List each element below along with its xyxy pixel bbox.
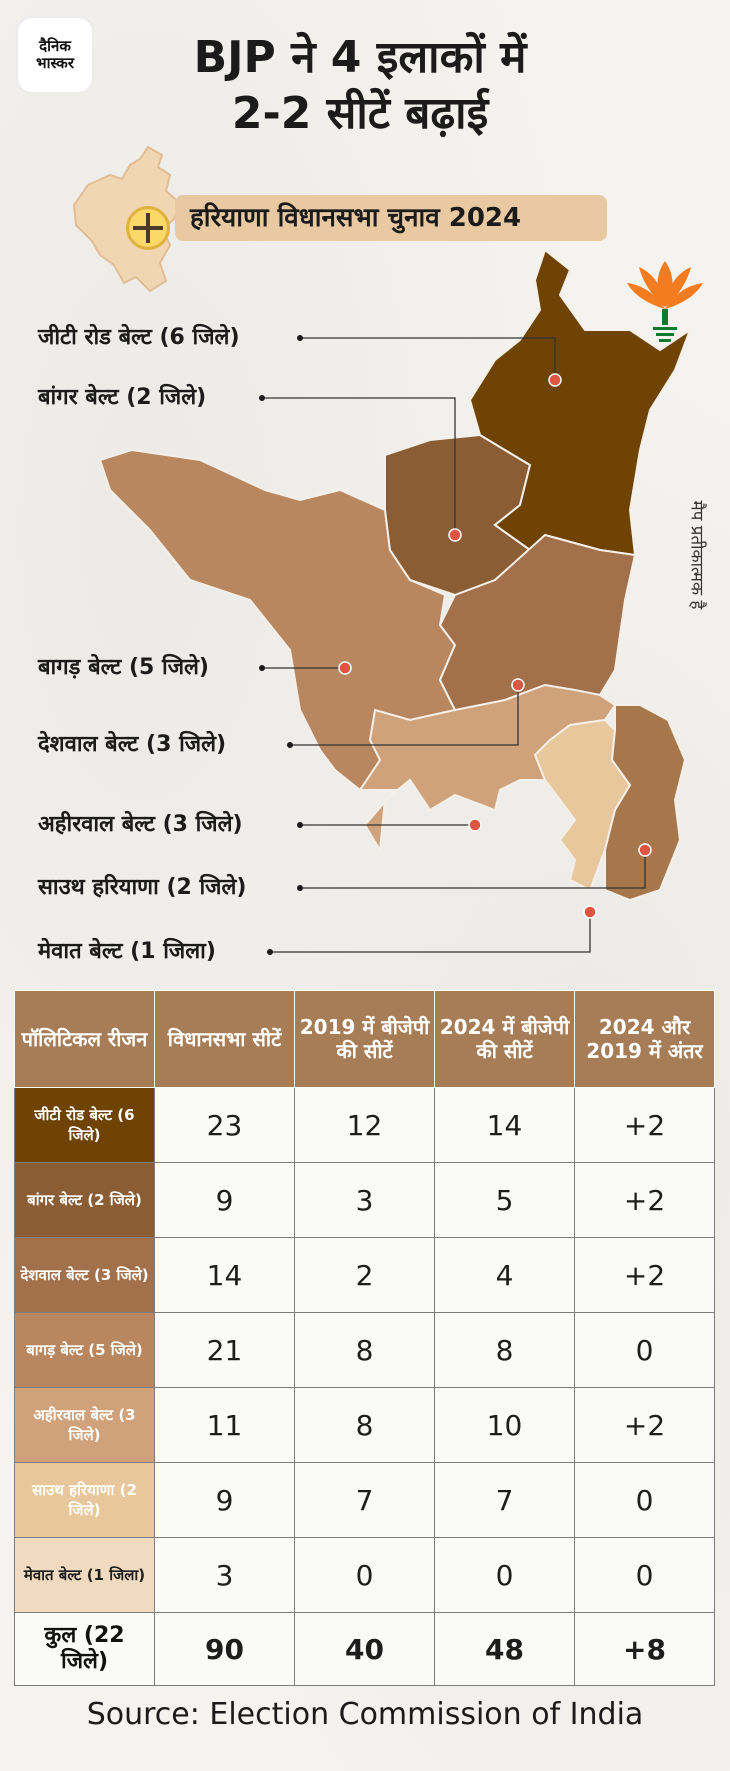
cell-bjp-2019: 7 [294, 1462, 435, 1538]
marker-bangar [448, 528, 462, 542]
cell-difference: +2 [574, 1387, 715, 1463]
page-title: BJP ने 4 इलाकों में 2-2 सीटें बढ़ाई [100, 30, 620, 142]
ballot-icon [126, 206, 170, 250]
label-bagad-belt: बागड़ बेल्ट (5 जिले) [38, 655, 209, 680]
cell-bjp-2019: 8 [294, 1312, 435, 1388]
banner-text: हरियाणा विधानसभा चुनाव 2024 [190, 203, 522, 233]
marker-gt-road [548, 373, 562, 387]
table-header-row: पॉलिटिकल रीजन विधानसभा सीटें 2019 में बी… [14, 990, 715, 1088]
cell-bjp-2019: 2 [294, 1237, 435, 1313]
cell-bjp-2024: 8 [434, 1312, 575, 1388]
marker-mewat [583, 905, 597, 919]
label-south-haryana: साउथ हरियाणा (2 जिले) [38, 875, 247, 900]
cell-region: बागड़ बेल्ट (5 जिले) [14, 1312, 155, 1388]
col-header-bjp-2024: 2024 में बीजेपी की सीटें [434, 990, 575, 1088]
label-deshwal-belt: देशवाल बेल्ट (3 जिले) [38, 732, 227, 757]
seats-table: पॉलिटिकल रीजन विधानसभा सीटें 2019 में बी… [14, 990, 715, 1686]
table-row: जीटी रोड बेल्ट (6 जिले) 23 12 14 +2 [14, 1087, 715, 1163]
cell-difference: +2 [574, 1237, 715, 1313]
cell-total-difference: +8 [574, 1612, 715, 1686]
table-total-row: कुल (22 जिले) 90 40 48 +8 [14, 1612, 715, 1686]
col-header-difference: 2024 और 2019 में अंतर [574, 990, 715, 1088]
table-body: जीटी रोड बेल्ट (6 जिले) 23 12 14 +2 बांगर बेल… [14, 1087, 715, 1686]
cell-region: साउथ हरियाणा (2 जिले) [14, 1462, 155, 1538]
cell-seats: 9 [154, 1462, 295, 1538]
haryana-region-map [98, 250, 693, 955]
dainik-bhaskar-logo: दैनिक भास्कर [18, 18, 92, 92]
col-header-region: पॉलिटिकल रीजन [14, 990, 155, 1088]
cell-bjp-2019: 8 [294, 1387, 435, 1463]
cell-bjp-2024: 4 [434, 1237, 575, 1313]
cell-difference: +2 [574, 1087, 715, 1163]
cell-bjp-2024: 10 [434, 1387, 575, 1463]
cell-seats: 9 [154, 1162, 295, 1238]
cell-seats: 23 [154, 1087, 295, 1163]
table-row: अहीरवाल बेल्ट (3 जिले) 11 8 10 +2 [14, 1387, 715, 1463]
table-row: मेवात बेल्ट (1 जिला) 3 0 0 0 [14, 1537, 715, 1613]
cell-region: अहीरवाल बेल्ट (3 जिले) [14, 1387, 155, 1463]
marker-deshwal [511, 678, 525, 692]
label-gt-road-belt: जीटी रोड बेल्ट (6 जिले) [38, 325, 240, 350]
table-row: बांगर बेल्ट (2 जिले) 9 3 5 +2 [14, 1162, 715, 1238]
table-row: देशवाल बेल्ट (3 जिले) 14 2 4 +2 [14, 1237, 715, 1313]
marker-south-haryana [638, 843, 652, 857]
col-header-bjp-2019: 2019 में बीजेपी की सीटें [294, 990, 435, 1088]
cell-seats: 11 [154, 1387, 295, 1463]
cell-total-bjp-2024: 48 [434, 1612, 575, 1686]
region-south-haryana [533, 718, 632, 892]
cell-total-bjp-2019: 40 [294, 1612, 435, 1686]
title-line-2: 2-2 सीटें बढ़ाई [231, 88, 489, 139]
logo-line-2: भास्कर [36, 54, 74, 72]
cell-region: देशवाल बेल्ट (3 जिले) [14, 1237, 155, 1313]
cell-difference: 0 [574, 1462, 715, 1538]
cell-difference: +2 [574, 1162, 715, 1238]
logo-line-1: दैनिक [39, 37, 71, 55]
cell-region: मेवात बेल्ट (1 जिला) [14, 1537, 155, 1613]
cell-seats: 3 [154, 1537, 295, 1613]
label-ahirwal-belt: अहीरवाल बेल्ट (3 जिले) [38, 812, 243, 837]
cell-bjp-2024: 5 [434, 1162, 575, 1238]
cell-bjp-2024: 0 [434, 1537, 575, 1613]
banner [175, 195, 607, 241]
cell-difference: 0 [574, 1537, 715, 1613]
cell-bjp-2024: 7 [434, 1462, 575, 1538]
bjp-lotus-icon [627, 261, 703, 342]
table-row: बागड़ बेल्ट (5 जिले) 21 8 8 0 [14, 1312, 715, 1388]
cell-region: जीटी रोड बेल्ट (6 जिले) [14, 1087, 155, 1163]
label-mewat-belt: मेवात बेल्ट (1 जिला) [38, 939, 216, 964]
region-mewat-belt [604, 704, 687, 902]
marker-ahirwal [468, 818, 482, 832]
source-note: Source: Election Commission of India [86, 1697, 644, 1732]
col-header-seats: विधानसभा सीटें [154, 990, 295, 1088]
table-row: साउथ हरियाणा (2 जिले) 9 7 7 0 [14, 1462, 715, 1538]
cell-seats: 14 [154, 1237, 295, 1313]
marker-bagad [338, 661, 352, 675]
cell-bjp-2019: 3 [294, 1162, 435, 1238]
cell-total-region: कुल (22 जिले) [14, 1612, 155, 1686]
label-bangar-belt: बांगर बेल्ट (2 जिले) [38, 385, 207, 410]
cell-difference: 0 [574, 1312, 715, 1388]
title-line-1: BJP ने 4 इलाकों में [193, 32, 527, 83]
cell-region: बांगर बेल्ट (2 जिले) [14, 1162, 155, 1238]
cell-bjp-2019: 12 [294, 1087, 435, 1163]
cell-bjp-2024: 14 [434, 1087, 575, 1163]
region-ahirwal-belt [358, 683, 617, 854]
cell-total-seats: 90 [154, 1612, 295, 1686]
cell-bjp-2019: 0 [294, 1537, 435, 1613]
cell-seats: 21 [154, 1312, 295, 1388]
